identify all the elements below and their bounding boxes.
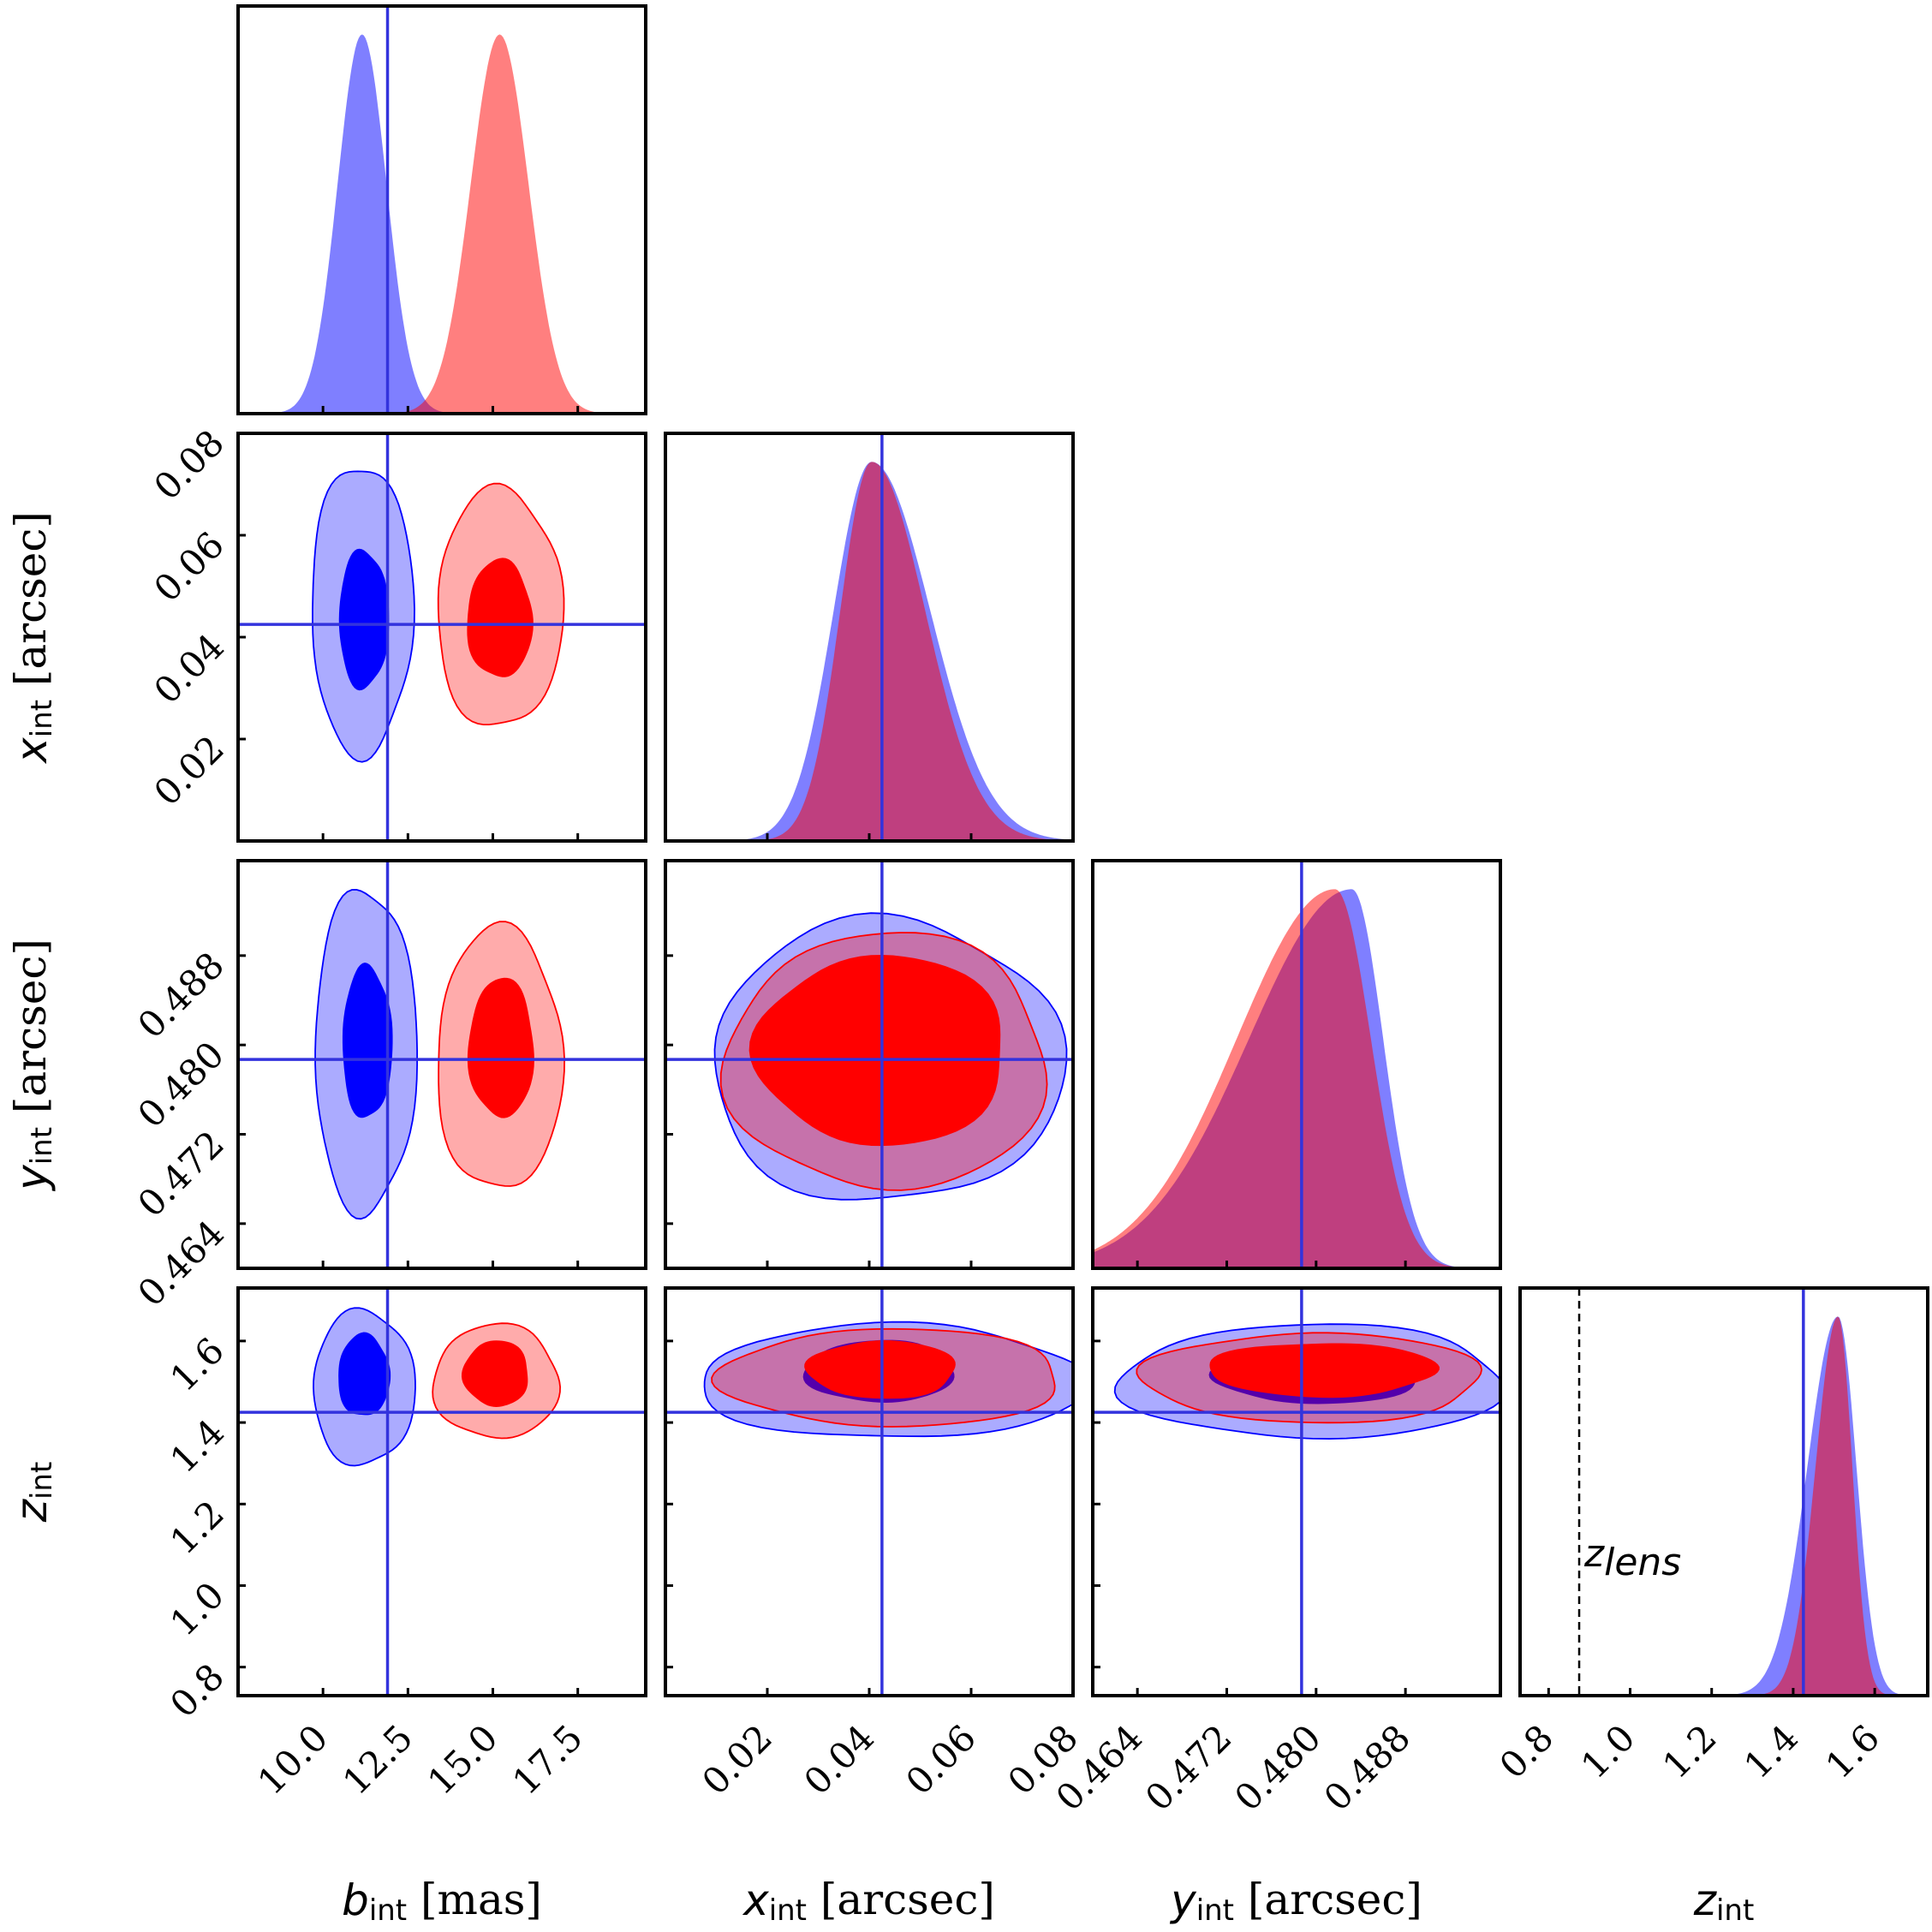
z-lens-subscript: lens: [1604, 1541, 1681, 1584]
y-tick-label-x-2: 0.06: [146, 523, 232, 610]
axis-label-y-y: yint [arcsec]: [6, 939, 59, 1192]
y-tick-label-x-1: 0.04: [146, 625, 232, 712]
contour-inner-b-z-series-1: [461, 1340, 528, 1407]
axis-label-y-z: zint: [7, 1462, 59, 1524]
z-lens-symbol: z: [1583, 1532, 1605, 1576]
x-tick-label-y-3: 0.488: [1316, 1716, 1419, 1819]
x-tick-label-z-2: 1.2: [1655, 1716, 1725, 1786]
panel-plot-area: [238, 861, 646, 1268]
panel-frame: [236, 4, 647, 415]
x-tick-label-z-1: 1.0: [1573, 1716, 1643, 1786]
y-tick-label-x-0: 0.02: [146, 727, 232, 814]
panel-b-b: [236, 4, 647, 415]
contour-inner-x-z-series-1: [804, 1340, 956, 1399]
contour-inner-b-y-series-0: [342, 963, 393, 1118]
axis-label-subscript: int: [25, 1127, 59, 1165]
x-tick-label-x-0: 0.02: [694, 1716, 780, 1803]
marginal-hist-b-series-0: [238, 34, 646, 414]
axis-label-subscript: int: [25, 700, 59, 737]
axis-label-subscript: int: [369, 1893, 407, 1928]
axis-label-x-b: bint [mas]: [342, 1875, 542, 1928]
panel-plot-area: [665, 861, 1073, 1268]
axis-label-x-y: yint [arcsec]: [1169, 1875, 1422, 1928]
contour-inner-b-x-series-0: [338, 548, 390, 691]
y-tick-label-z-1: 1.0: [162, 1574, 232, 1644]
panel-y-y: [1091, 859, 1502, 1270]
marginal-hist-b-series-1: [238, 34, 646, 414]
axis-label-subscript: int: [1196, 1893, 1234, 1928]
panel-z-z: zlens 0.8 1.0 1.2 1.4 1.6: [1492, 1286, 1929, 1786]
panel-plot-area: [238, 1288, 646, 1696]
x-tick-label-z-0: 0.8: [1492, 1716, 1562, 1786]
x-tick-label-b-1: 12.5: [335, 1716, 421, 1803]
axis-label-unit: [arcsec]: [6, 939, 56, 1127]
x-tick-label-z-4: 1.6: [1817, 1716, 1887, 1786]
axis-label-symbol: y: [1169, 1875, 1197, 1925]
contour-inner-x-y-series-1: [748, 954, 1001, 1147]
axis-label-subscript: int: [1716, 1893, 1754, 1928]
axis-label-unit: [mas]: [407, 1875, 542, 1924]
axis-label-symbol: x: [7, 737, 57, 765]
panel-frame: [1091, 1286, 1502, 1697]
panel-plot-area: [238, 433, 646, 841]
axis-label-unit: [arcsec]: [1234, 1875, 1422, 1924]
panel-x-z: 0.02 0.04 0.06 0.08: [664, 1286, 1086, 1803]
panel-plot-area: [1093, 861, 1500, 1268]
axis-label-subscript: int: [769, 1893, 807, 1928]
contour-inner-y-z-series-1: [1209, 1343, 1440, 1398]
panel-plot-area: [1520, 1288, 1928, 1696]
axis-label-symbol: z: [7, 1498, 57, 1523]
panel-b-x: 0.02 0.04 0.06 0.08: [146, 421, 647, 843]
panel-plot-area: [238, 6, 646, 414]
x-tick-label-b-3: 17.5: [504, 1716, 591, 1803]
y-tick-label-y-2: 0.480: [129, 1034, 232, 1136]
y-tick-label-x-3: 0.08: [146, 421, 232, 508]
y-tick-label-y-3: 0.488: [129, 944, 232, 1046]
axis-label-symbol: x: [742, 1875, 769, 1925]
x-tick-label-b-0: 10.0: [249, 1716, 336, 1803]
y-tick-label-y-0: 0.464: [129, 1212, 232, 1315]
panel-plot-area: [1093, 1288, 1500, 1696]
y-tick-label-z-3: 1.4: [162, 1411, 232, 1482]
x-tick-label-y-1: 0.472: [1137, 1716, 1240, 1819]
marginal-hist-x-series-1: [665, 462, 1073, 841]
contour-inner-b-x-series-1: [467, 558, 534, 677]
contour-inner-b-y-series-1: [467, 977, 534, 1118]
axis-label-symbol: y: [7, 1164, 57, 1192]
axis-label-x-z: zint: [1693, 1875, 1755, 1928]
axis-label-unit: [arcsec]: [6, 511, 56, 700]
panel-plot-area: [665, 433, 1073, 841]
axis-label-symbol: z: [1693, 1875, 1718, 1925]
panel-x-x: [664, 432, 1075, 843]
panel-frame: [236, 859, 647, 1270]
y-tick-label-z-0: 0.8: [162, 1655, 232, 1726]
x-tick-label-y-2: 0.480: [1226, 1716, 1329, 1819]
panel-frame: [1091, 859, 1502, 1270]
z-lens-label: zlens: [1583, 1532, 1681, 1584]
y-tick-label-z-4: 1.6: [162, 1329, 232, 1399]
panel-x-y: [664, 859, 1075, 1270]
axis-label-subscript: int: [25, 1462, 59, 1500]
axis-label-symbol: b: [342, 1875, 369, 1925]
panel-b-z: 10.012.515.017.5 0.8 1.0 1.2 1.4 1.6: [162, 1286, 647, 1803]
marginal-hist-z-series-0: [1520, 1316, 1928, 1696]
axis-label-x-x: xint [arcsec]: [742, 1875, 995, 1928]
panel-plot-area: [665, 1288, 1073, 1696]
x-tick-label-z-3: 1.4: [1736, 1716, 1806, 1786]
axis-label-y-x: xint [arcsec]: [6, 511, 59, 765]
y-tick-label-y-1: 0.472: [129, 1123, 232, 1225]
y-tick-label-z-2: 1.2: [162, 1493, 232, 1563]
marginal-hist-z-series-1: [1520, 1316, 1928, 1696]
x-tick-label-x-1: 0.04: [796, 1716, 882, 1803]
x-tick-label-x-2: 0.06: [897, 1716, 984, 1803]
panel-frame: [236, 1286, 647, 1697]
axis-label-unit: [arcsec]: [807, 1875, 995, 1924]
x-tick-label-b-2: 15.0: [420, 1716, 506, 1803]
panel-frame: [1518, 1286, 1929, 1697]
marginal-hist-y-series-1: [1093, 889, 1500, 1268]
